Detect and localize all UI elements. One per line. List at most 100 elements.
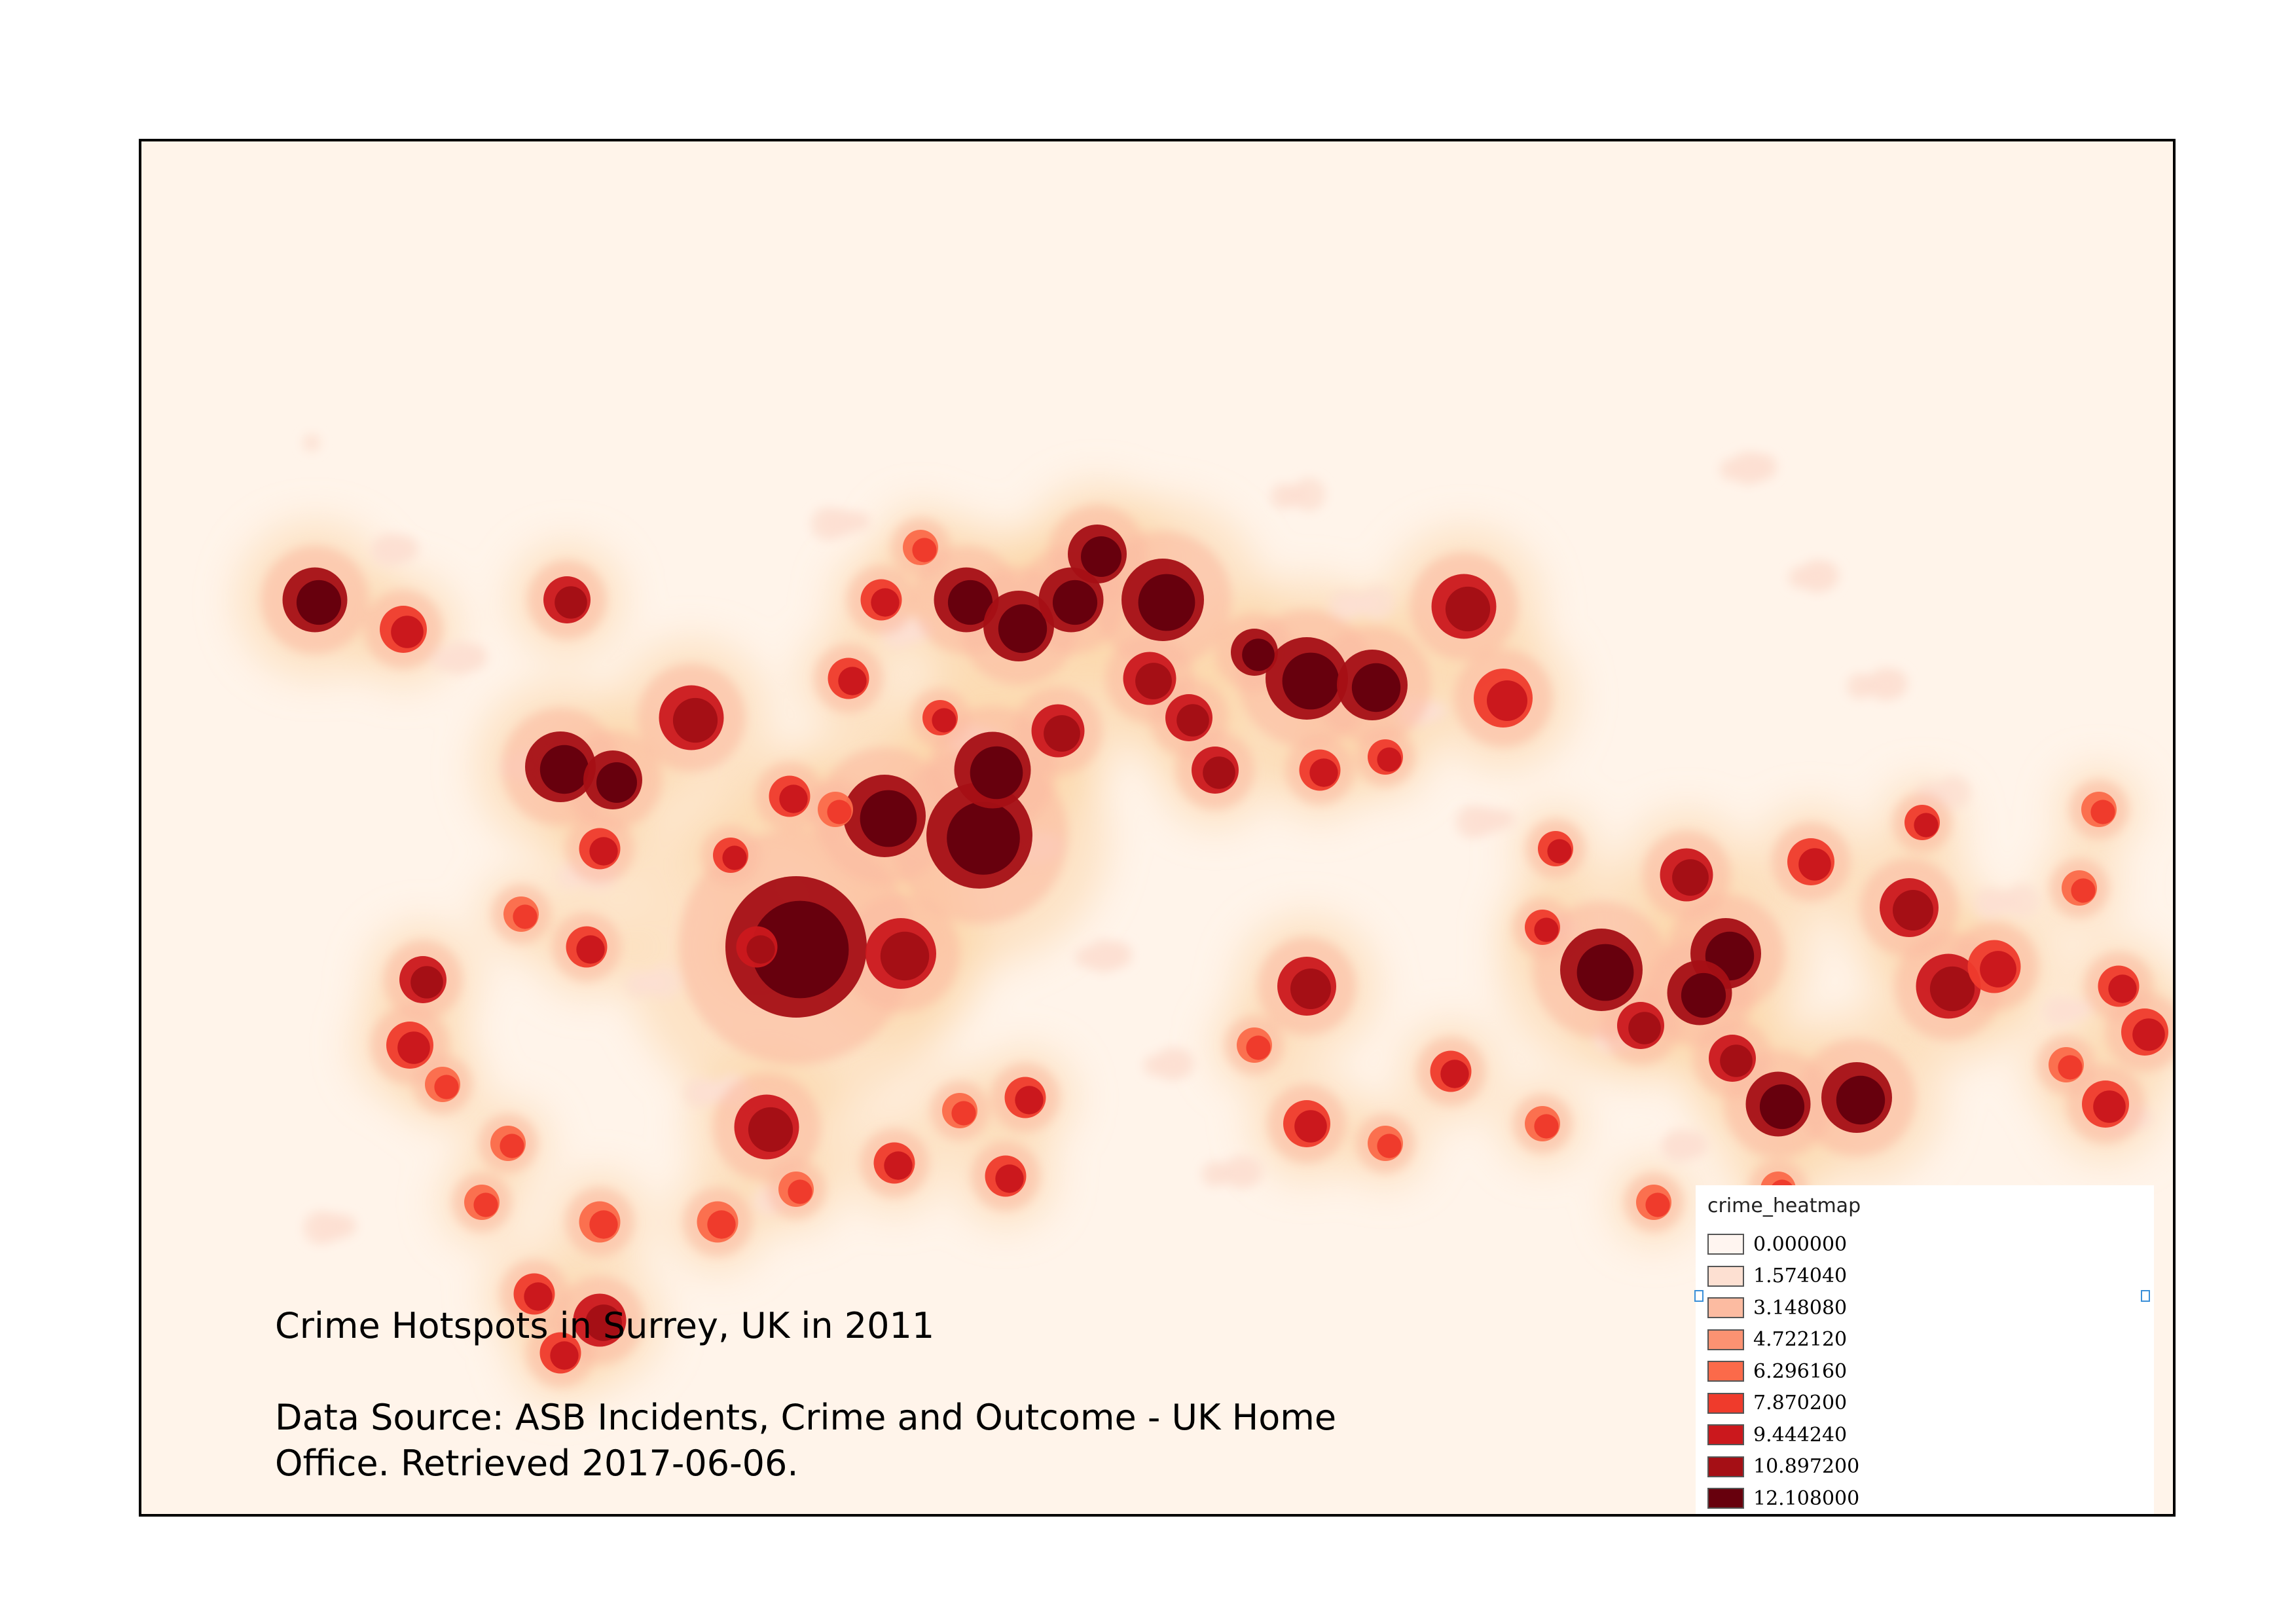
legend-item: 3.148080: [1707, 1295, 1847, 1321]
legend-swatch: [1707, 1424, 1744, 1445]
heat-point-faint: [1165, 1048, 1195, 1079]
heat-core: [500, 1134, 524, 1158]
heat-point-faint: [462, 644, 488, 670]
legend-item: 7.870200: [1707, 1390, 1847, 1416]
legend-label: 4.722120: [1753, 1328, 1848, 1351]
heat-point-faint: [335, 1215, 357, 1237]
heat-point-faint: [1497, 810, 1516, 828]
heat-point-faint: [302, 434, 321, 452]
legend-label: 0.000000: [1753, 1232, 1848, 1256]
heat-core: [1246, 1035, 1271, 1060]
heat-core: [1980, 951, 2016, 987]
heat-core: [391, 616, 424, 648]
heat-core: [827, 800, 852, 824]
heat-core: [2071, 878, 2096, 903]
map-caption: Crime Hotspots in Surrey, UK in 2011 Dat…: [275, 1303, 1388, 1486]
map-title: Crime Hotspots in Surrey, UK in 2011: [275, 1305, 935, 1346]
heat-core: [838, 667, 867, 695]
heat-core: [672, 697, 718, 743]
legend-item: 10.897200: [1707, 1454, 1859, 1480]
heat-core: [2090, 800, 2115, 824]
heat-core: [2108, 974, 2137, 1003]
legend-item: 6.296160: [1707, 1358, 1847, 1384]
heat-core: [1893, 890, 1933, 931]
heat-core: [1836, 1075, 1886, 1125]
heat-point-faint: [2073, 1000, 2092, 1018]
heat-core: [880, 931, 930, 981]
heat-core: [751, 900, 849, 999]
heat-point-faint: [1751, 454, 1777, 480]
heat-core: [539, 745, 589, 794]
heat-core: [1015, 1086, 1044, 1115]
heat-core: [995, 1164, 1024, 1193]
heat-core: [1203, 756, 1235, 789]
data-source-text: Data Source: ASB Incidents, Crime and Ou…: [275, 1397, 1337, 1484]
heat-core: [947, 802, 1020, 875]
map-frame[interactable]: [139, 139, 2176, 1517]
heat-core: [1534, 1114, 1559, 1139]
heat-core: [1929, 966, 1975, 1012]
heat-core: [2093, 1090, 2126, 1123]
heat-core: [1052, 580, 1098, 625]
heat-point-faint: [1233, 1156, 1264, 1187]
heat-point-faint: [852, 512, 871, 530]
heat-core: [524, 1282, 553, 1311]
heat-core: [788, 1179, 812, 1204]
heat-core: [947, 580, 993, 625]
heat-core: [707, 1210, 736, 1239]
heat-core: [550, 1341, 579, 1370]
heat-point-faint: [1810, 561, 1840, 591]
legend-item: 1.574040: [1707, 1263, 1847, 1289]
heat-core: [884, 1151, 913, 1180]
legend-swatch: [1707, 1392, 1744, 1414]
heat-point-faint: [1292, 477, 1326, 511]
legend-item: 0.000000: [1707, 1231, 1847, 1257]
heat-core: [1672, 859, 1709, 896]
legend-item: 12.108000: [1707, 1485, 1859, 1511]
legend-title: crime_heatmap: [1707, 1194, 1861, 1217]
heat-core: [912, 538, 937, 563]
heat-core: [1681, 972, 1726, 1018]
heat-point-faint: [647, 965, 681, 999]
heat-core: [397, 1031, 430, 1064]
heat-core: [555, 586, 587, 619]
legend-label: 10.897200: [1753, 1455, 1860, 1478]
legend-resize-handle-left[interactable]: [1694, 1290, 1704, 1302]
heat-core: [2132, 1018, 2165, 1051]
heat-point-faint: [1937, 775, 1971, 809]
heatmap-hotspots: [282, 525, 2168, 1374]
heat-core: [1081, 536, 1121, 577]
heat-point-faint: [2005, 883, 2039, 917]
heat-core: [998, 604, 1048, 654]
legend-label: 1.574040: [1753, 1264, 1848, 1287]
heat-core: [1628, 1012, 1661, 1044]
heat-core: [596, 762, 637, 803]
legend-swatch: [1707, 1456, 1744, 1477]
heat-core: [932, 708, 957, 733]
heat-core: [970, 746, 1023, 800]
heat-core: [296, 580, 342, 625]
heat-core: [1547, 839, 1572, 864]
heat-core: [2058, 1055, 2083, 1080]
heat-core: [1176, 704, 1209, 737]
heat-core: [473, 1192, 498, 1217]
heat-point-faint: [1360, 585, 1394, 619]
legend-resize-handle-right[interactable]: [2141, 1290, 2150, 1302]
heat-point-faint: [1429, 702, 1447, 720]
legend-swatch: [1707, 1234, 1744, 1255]
legend-label: 9.444240: [1753, 1423, 1848, 1447]
heat-point-faint: [1683, 1132, 1709, 1158]
heat-core: [576, 935, 605, 964]
heat-core: [1798, 848, 1831, 881]
heat-point-faint: [1878, 669, 1908, 699]
legend[interactable]: crime_heatmap 0.000000 1.574040 3.148080 4.…: [1694, 1185, 2154, 1514]
legend-label: 12.108000: [1753, 1486, 1860, 1510]
heat-core: [410, 966, 443, 999]
heat-core: [513, 904, 538, 929]
heat-core: [1445, 586, 1491, 632]
legend-swatch: [1707, 1329, 1744, 1350]
heat-core: [1534, 917, 1559, 942]
legend-swatch: [1707, 1265, 1744, 1287]
legend-swatch: [1707, 1488, 1744, 1509]
